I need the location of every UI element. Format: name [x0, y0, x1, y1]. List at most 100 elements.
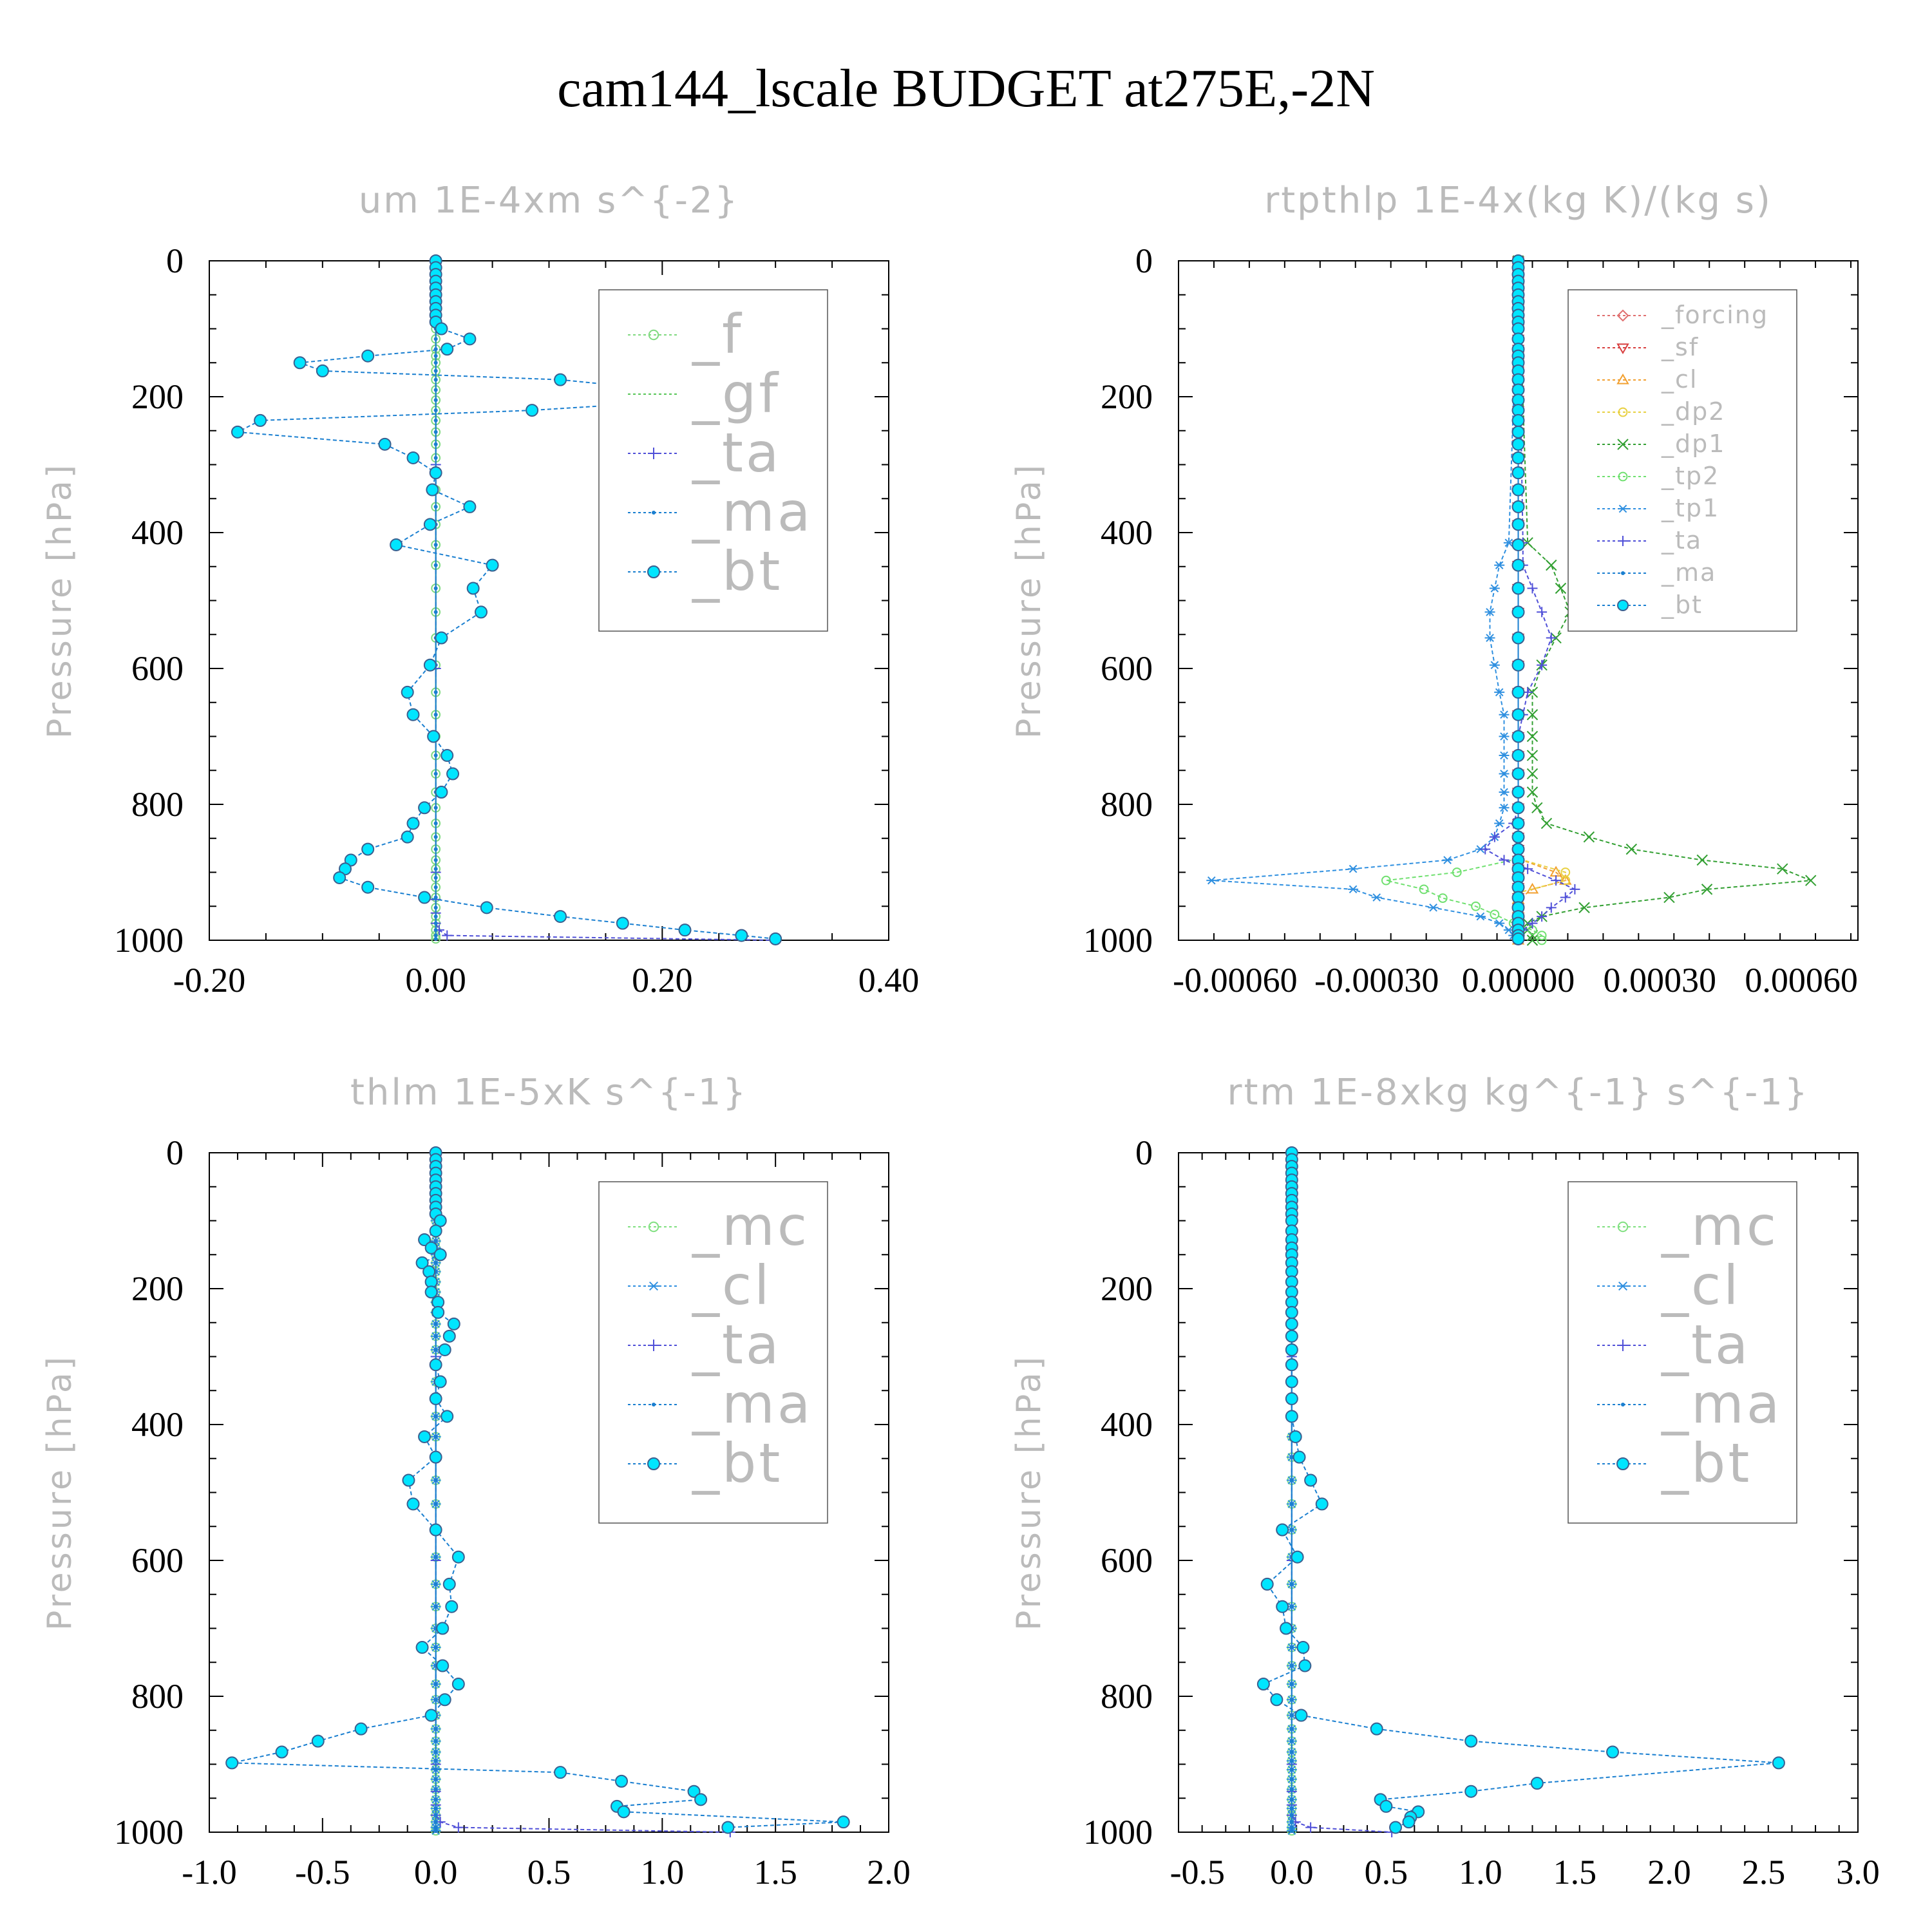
y-tick-label: 200	[131, 377, 184, 416]
data-point	[1511, 830, 1525, 844]
data-point	[433, 875, 438, 880]
data-point	[615, 1774, 629, 1788]
data-point	[433, 1502, 438, 1506]
legend-marker	[1618, 471, 1628, 482]
data-point	[1499, 803, 1510, 812]
y-tick-label: 1000	[1083, 1813, 1153, 1852]
legend-marker	[1617, 1340, 1629, 1351]
data-point	[1305, 1822, 1316, 1833]
data-point	[463, 500, 477, 513]
legend-marker	[1617, 1281, 1629, 1291]
data-point	[401, 830, 414, 844]
data-point	[1526, 709, 1539, 721]
data-point	[1511, 685, 1525, 699]
data-point	[433, 1582, 438, 1586]
data-point	[433, 712, 438, 717]
data-point	[526, 404, 539, 417]
y-tick-label: 600	[131, 1541, 184, 1580]
legend-label: _f	[692, 303, 744, 366]
legend-label: _ma	[1661, 558, 1716, 587]
legend-marker	[648, 1281, 659, 1291]
data-point	[1484, 634, 1495, 642]
y-axis-label: Pressure [hPa]	[41, 1354, 79, 1631]
data-point	[1569, 884, 1580, 895]
legend-marker	[648, 448, 659, 459]
data-point	[1289, 1455, 1294, 1459]
data-point	[1464, 1785, 1478, 1798]
legend-label: _gf	[692, 362, 781, 425]
y-tick-label: 0	[1135, 242, 1153, 280]
y-tick-label: 600	[1101, 649, 1153, 688]
data-point	[616, 916, 629, 930]
data-point	[1511, 425, 1525, 439]
x-tick-label: 2.0	[1647, 1853, 1691, 1891]
data-point	[433, 835, 438, 839]
data-point	[433, 542, 438, 547]
data-point	[311, 1734, 325, 1748]
y-tick-label: 400	[131, 513, 184, 552]
data-point	[231, 425, 244, 439]
data-point	[445, 1600, 459, 1613]
data-point	[1494, 919, 1505, 927]
data-point	[433, 1727, 438, 1731]
panel-title: rtpthlp 1E-4x(kg K)/(kg s)	[1264, 180, 1772, 222]
data-point	[435, 322, 448, 336]
data-point	[1464, 1734, 1478, 1748]
x-tick-label: 1.0	[1459, 1853, 1502, 1891]
data-point	[1370, 1722, 1383, 1736]
data-point	[433, 1777, 438, 1781]
y-tick-label: 800	[131, 1677, 184, 1716]
data-point	[433, 563, 438, 567]
data-point	[429, 1392, 442, 1405]
x-tick-label: -1.0	[182, 1853, 236, 1891]
x-tick-label: 2.5	[1742, 1853, 1786, 1891]
data-point	[1511, 437, 1525, 451]
data-point	[486, 558, 499, 572]
data-point	[433, 354, 438, 358]
x-tick-label: 0.00030	[1604, 961, 1717, 999]
legend-marker	[1618, 504, 1628, 513]
data-point	[440, 1410, 454, 1423]
data-point	[433, 772, 438, 776]
legend-label: _tp2	[1661, 462, 1719, 490]
legend-marker	[1616, 343, 1629, 354]
x-tick-label: 0.00060	[1745, 961, 1858, 999]
y-tick-label: 600	[131, 649, 184, 688]
data-point	[433, 1321, 438, 1326]
data-point	[1289, 1820, 1294, 1824]
legend-label: _ta	[692, 1313, 781, 1376]
data-point	[554, 373, 567, 386]
x-tick-label: 2.0	[867, 1853, 911, 1891]
data-point	[433, 1813, 438, 1817]
data-point	[429, 1523, 442, 1537]
data-point	[1537, 935, 1547, 945]
data-point	[1625, 843, 1638, 855]
data-point	[433, 806, 438, 810]
y-tick-label: 400	[131, 1405, 184, 1444]
data-point	[1285, 1329, 1298, 1343]
data-point	[1289, 1828, 1294, 1833]
data-point	[1511, 605, 1525, 619]
data-point	[1289, 1806, 1294, 1811]
data-point	[1777, 863, 1788, 875]
x-tick-label: -0.00060	[1173, 961, 1297, 999]
legend-marker	[1616, 309, 1629, 322]
data-point	[1348, 885, 1359, 894]
panel-thlm: thlm 1E-5xK s^{-1} Pressure [hPa] 0 200 400 6…	[41, 1072, 911, 1891]
data-point	[1475, 912, 1486, 921]
data-point	[1471, 901, 1481, 911]
data-point	[735, 929, 748, 942]
data-point	[442, 1577, 456, 1591]
data-point	[1291, 1550, 1304, 1564]
data-point	[415, 1256, 429, 1269]
data-point	[1511, 582, 1525, 595]
data-point	[1480, 844, 1491, 855]
y-tick-label: 600	[1101, 1541, 1153, 1580]
data-point	[423, 518, 437, 531]
figure-title: cam144_lscale BUDGET at275E,-2N	[557, 59, 1375, 118]
data-point	[1511, 932, 1525, 945]
data-point	[1285, 1410, 1298, 1423]
data-point	[442, 1329, 456, 1343]
data-point	[442, 930, 453, 941]
data-point	[1499, 788, 1510, 797]
